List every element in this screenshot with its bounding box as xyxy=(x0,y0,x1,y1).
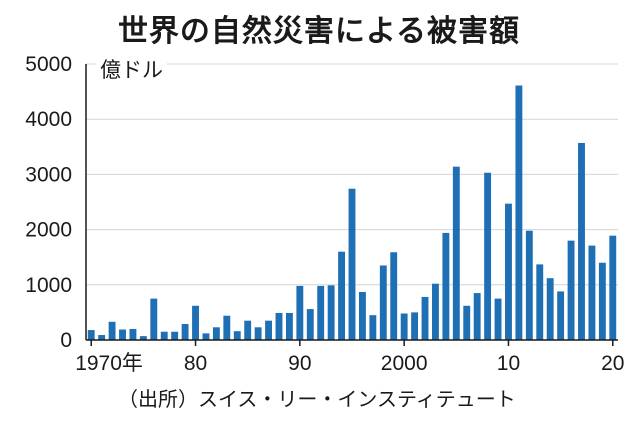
bar-1989 xyxy=(285,312,293,340)
x-tick-label: 1970年 xyxy=(75,352,143,375)
bar-2004 xyxy=(442,232,450,340)
bar-2003 xyxy=(432,283,439,340)
x-tick-label: 2000 xyxy=(381,352,428,375)
bars xyxy=(87,85,617,340)
bar-1980 xyxy=(192,305,199,340)
bar-1978 xyxy=(171,331,179,340)
bar-2018 xyxy=(588,245,596,340)
y-tick-label: 3000 xyxy=(25,163,72,186)
bar-1973 xyxy=(119,329,126,340)
bar-2011 xyxy=(515,85,523,340)
bar-1995 xyxy=(348,188,356,340)
bar-2019 xyxy=(598,262,606,340)
bar-1997 xyxy=(369,315,377,340)
y-tick-label: 5000 xyxy=(25,53,72,76)
bar-1972 xyxy=(108,321,116,340)
bar-2013 xyxy=(536,264,544,340)
bar-1977 xyxy=(160,331,168,340)
bar-1996 xyxy=(358,291,366,340)
bar-2017 xyxy=(578,142,585,340)
bar-1987 xyxy=(265,320,272,340)
axes xyxy=(85,64,618,346)
bar-1988 xyxy=(275,312,283,340)
bar-1983 xyxy=(223,315,231,340)
bar-1985 xyxy=(244,320,252,340)
bar-2016 xyxy=(567,240,575,340)
y-tick-label: 0 xyxy=(60,329,72,352)
bar-2000 xyxy=(400,313,408,340)
bar-1999 xyxy=(390,252,398,340)
x-tick-labels: 1970年 80 90 2000 10 20 xyxy=(75,352,624,375)
bar-2002 xyxy=(421,296,429,340)
bar-2006 xyxy=(463,305,471,340)
bar-1974 xyxy=(129,328,137,340)
bar-2008 xyxy=(484,172,492,340)
bar-2009 xyxy=(494,298,502,340)
bar-1991 xyxy=(306,309,314,340)
y-tick-label: 4000 xyxy=(25,108,72,131)
x-tick-label: 90 xyxy=(288,352,311,375)
bar-1990 xyxy=(296,285,304,340)
bar-2012 xyxy=(525,230,533,340)
bar-1984 xyxy=(233,331,241,340)
bar-2007 xyxy=(473,293,481,340)
y-axis-unit-label: 億ドル xyxy=(96,54,167,84)
source-note: （出所）スイス・リー・インスティテュート xyxy=(118,387,516,411)
y-tick-labels: 0 1000 2000 3000 4000 5000 xyxy=(25,53,72,352)
bar-1971 xyxy=(98,335,106,340)
bar-1976 xyxy=(150,298,158,340)
bar-1970 xyxy=(87,330,95,340)
bar-2005 xyxy=(452,166,460,340)
bar-2020 xyxy=(609,235,617,340)
bar-1986 xyxy=(254,327,262,340)
bar-1982 xyxy=(212,327,220,340)
bar-1981 xyxy=(202,333,210,340)
bar-1993 xyxy=(327,285,335,340)
bar-1992 xyxy=(317,285,325,340)
x-tick-label: 10 xyxy=(497,352,520,375)
bar-2001 xyxy=(411,312,419,340)
bar-1975 xyxy=(139,336,147,340)
bar-2014 xyxy=(546,278,554,340)
bar-1979 xyxy=(181,323,189,340)
bar-2010 xyxy=(505,203,512,340)
bar-1998 xyxy=(379,265,387,340)
chart-title: 世界の自然災害による被害額 xyxy=(117,14,521,49)
x-tick-label: 20 xyxy=(601,352,624,375)
y-tick-label: 1000 xyxy=(25,274,72,297)
bar-1994 xyxy=(338,251,346,340)
y-tick-label: 2000 xyxy=(25,219,72,242)
x-tick-label: 80 xyxy=(184,352,207,375)
bar-2015 xyxy=(557,291,565,340)
